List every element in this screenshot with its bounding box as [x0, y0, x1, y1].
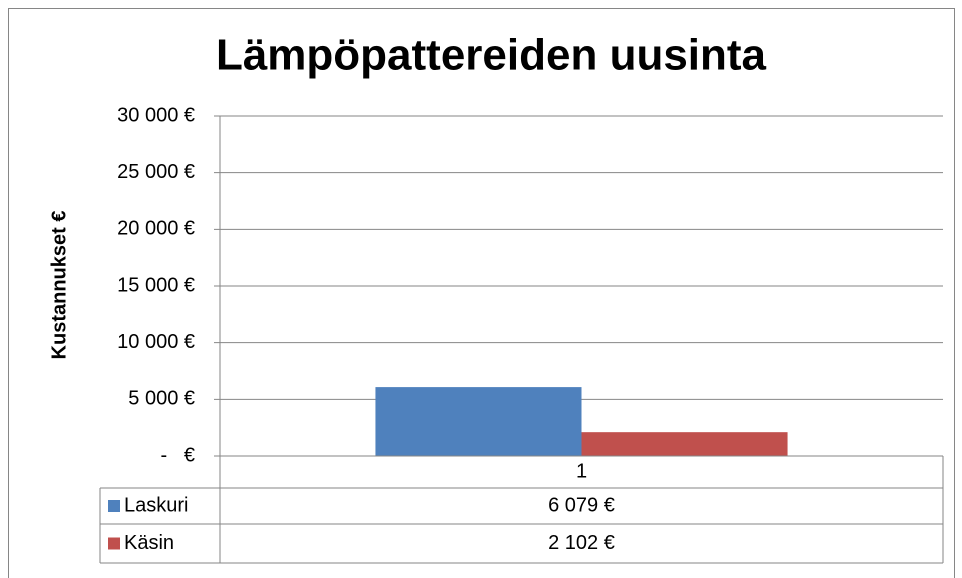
- y-tick-label: 30 000 €: [117, 104, 195, 126]
- y-tick-label: 5 000 €: [128, 388, 195, 410]
- legend-label: Laskuri: [124, 494, 188, 516]
- y-tick-label: - €: [161, 444, 195, 466]
- bar: [581, 432, 788, 456]
- x-tick-label: 1: [576, 460, 587, 482]
- y-axis-label: Kustannukset €: [48, 211, 70, 360]
- chart-border: [8, 8, 955, 578]
- data-label: 2 102 €: [548, 532, 615, 554]
- data-label: 6 079 €: [548, 494, 615, 516]
- y-tick-label: 25 000 €: [117, 161, 195, 183]
- chart-title: Lämpöpattereiden uusinta: [216, 31, 767, 80]
- y-tick-label: 10 000 €: [117, 331, 195, 353]
- legend-label: Käsin: [124, 532, 174, 554]
- legend-swatch: [108, 537, 120, 550]
- y-tick-label: 20 000 €: [117, 218, 195, 240]
- legend-swatch: [108, 500, 120, 512]
- y-tick-label: 15 000 €: [117, 274, 195, 296]
- bar: [375, 387, 582, 456]
